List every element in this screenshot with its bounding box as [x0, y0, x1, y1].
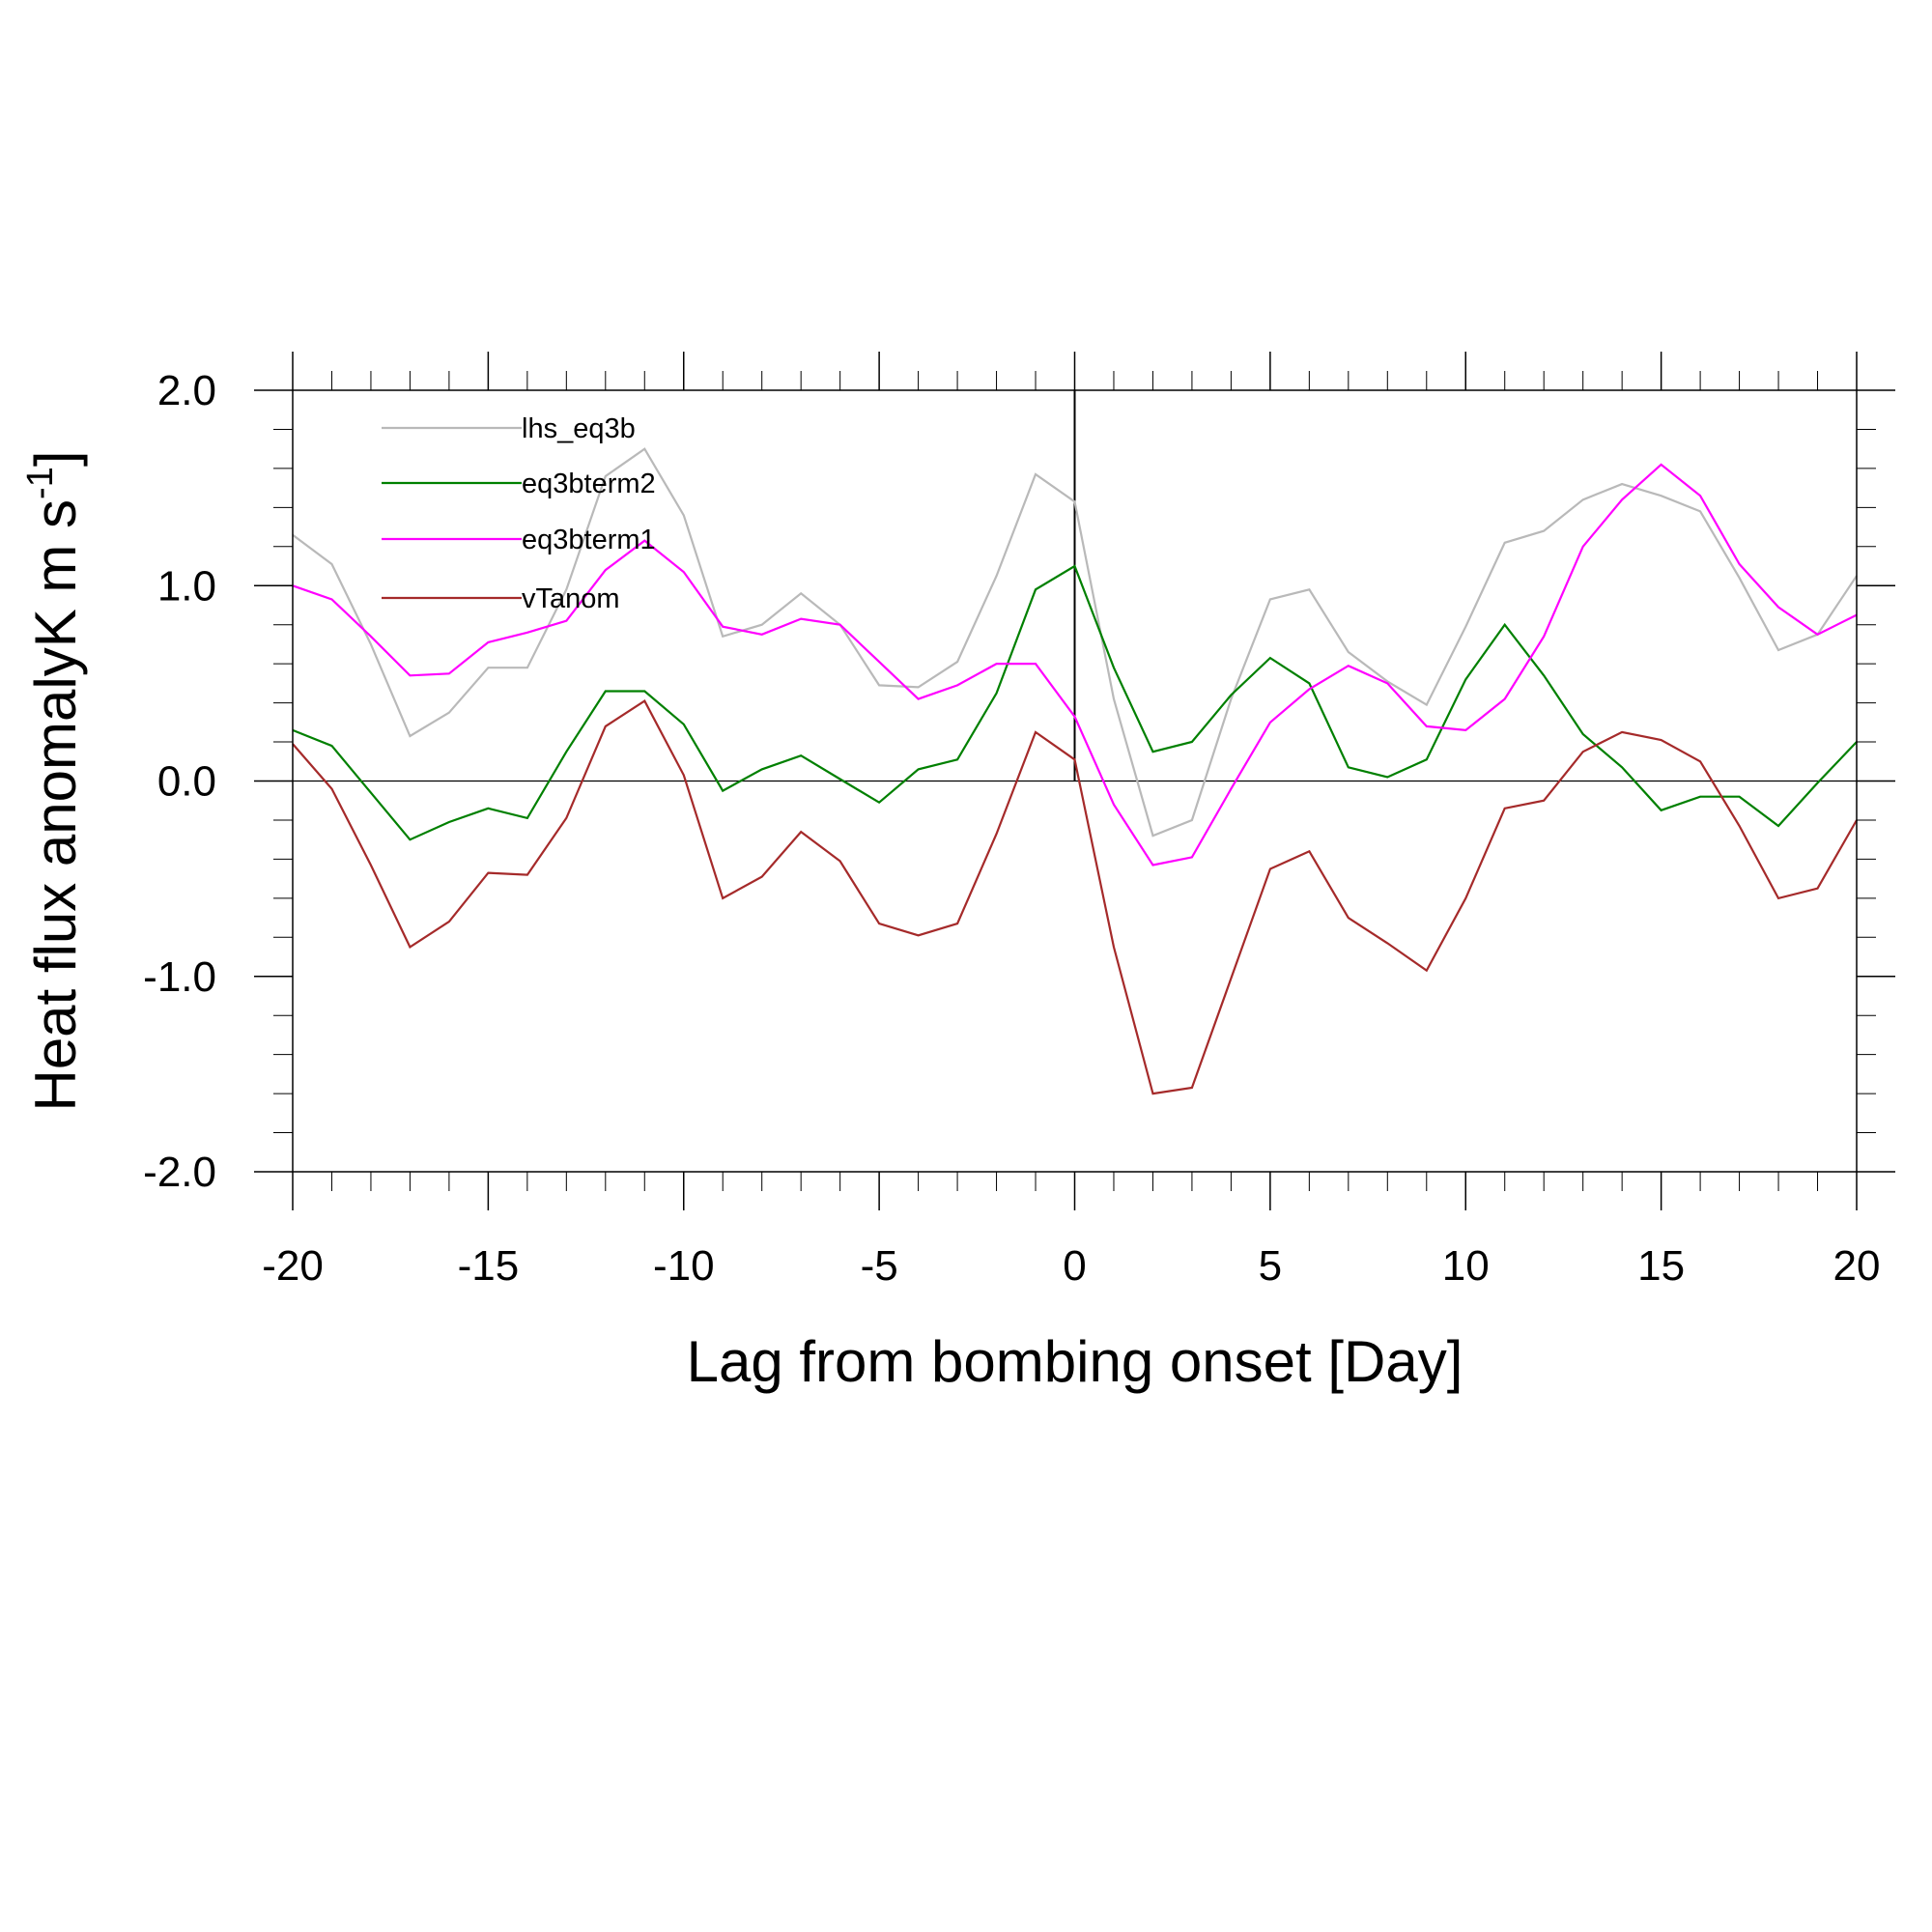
- y-axis-title: Heat flux anomalyK m s-1]: [20, 450, 88, 1111]
- y-tick-label: -2.0: [143, 1149, 216, 1196]
- series-layer: [292, 447, 1858, 1095]
- x-axis-title: Lag from bombing onset [Day]: [687, 1329, 1463, 1394]
- x-tick-label: -5: [861, 1242, 898, 1290]
- legend-label-eq3bterm1: eq3bterm1: [522, 525, 656, 555]
- minor-ticks: [273, 371, 1876, 1191]
- x-tick-label: -20: [262, 1242, 324, 1290]
- y-tick-label: 0.0: [157, 758, 216, 806]
- x-tick-label: -15: [458, 1242, 520, 1290]
- legend: lhs_eq3b eq3bterm2 eq3bterm1 vTanom: [382, 413, 656, 614]
- x-tick-label: 5: [1259, 1242, 1282, 1290]
- y-axis-title-superscript: -1: [20, 467, 61, 499]
- y-tick-label: 1.0: [157, 562, 216, 610]
- y-tick-label: -1.0: [143, 953, 216, 1001]
- y-tick-labels: -2.0 -1.0 0.0 1.0 2.0: [143, 367, 216, 1196]
- legend-label-eq3bterm2: eq3bterm2: [522, 469, 656, 499]
- major-ticks: [254, 352, 1895, 1210]
- x-tick-labels: -20 -15 -10 -5 0 5 10 15 20: [262, 1242, 1880, 1290]
- legend-label-vTanom: vTanom: [522, 583, 620, 614]
- plot-frame: [292, 389, 1858, 1173]
- y-axis-title-main: Heat flux anomalyK m s: [23, 499, 88, 1112]
- x-tick-label: -10: [653, 1242, 715, 1290]
- series-line-eq3bterm1: [292, 463, 1858, 867]
- y-tick-label: 2.0: [157, 367, 216, 414]
- series-line-lhs_eq3b: [292, 447, 1858, 838]
- x-tick-label: 20: [1833, 1242, 1881, 1290]
- x-tick-label: 0: [1063, 1242, 1086, 1290]
- series-line-vTanom: [292, 699, 1858, 1095]
- y-axis-title-close: ]: [23, 450, 88, 467]
- legend-label-lhs_eq3b: lhs_eq3b: [522, 413, 636, 444]
- x-tick-label: 15: [1637, 1242, 1685, 1290]
- x-tick-label: 10: [1442, 1242, 1490, 1290]
